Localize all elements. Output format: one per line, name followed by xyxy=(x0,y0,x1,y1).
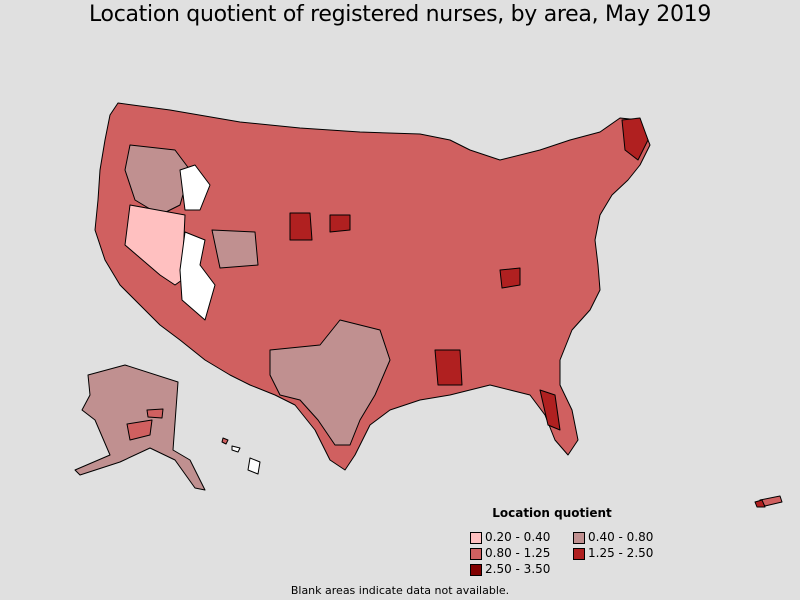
legend-label: 0.20 - 0.40 xyxy=(485,530,551,544)
region-nebraska-high xyxy=(329,214,351,233)
region-alaska-anchorage xyxy=(126,419,153,441)
region-kentucky-high xyxy=(499,267,521,289)
region-hawaii-oahu xyxy=(221,437,229,445)
legend-label: 0.80 - 1.25 xyxy=(485,546,551,560)
legend-label: 1.25 - 2.50 xyxy=(588,546,654,560)
legend-item-bin2: 0.40 - 0.80 xyxy=(573,530,673,545)
region-colorado-low xyxy=(211,229,259,269)
region-mississippi-high xyxy=(434,349,463,386)
legend-label: 2.50 - 3.50 xyxy=(485,562,551,576)
legend-label: 0.40 - 0.80 xyxy=(588,530,654,544)
region-florida-high xyxy=(539,389,561,431)
legend: Location quotient 0.20 - 0.40 0.40 - 0.8… xyxy=(470,506,670,577)
footnote: Blank areas indicate data not available. xyxy=(290,584,510,597)
region-hawaii-small xyxy=(231,445,241,453)
legend-title: Location quotient xyxy=(492,506,612,520)
region-wyoming-high xyxy=(289,212,313,241)
region-utah-nodata xyxy=(179,231,216,321)
region-texas xyxy=(269,319,391,446)
legend-item-bin4: 1.25 - 2.50 xyxy=(573,546,673,561)
swatch-0-40-0-80 xyxy=(573,531,585,544)
legend-item-bin5: 2.50 - 3.50 xyxy=(470,562,573,577)
legend-item-bin3: 0.80 - 1.25 xyxy=(470,546,573,561)
swatch-1-25-2-50 xyxy=(573,547,585,560)
swatch-0-80-1-25 xyxy=(470,547,482,560)
chart-title: Location quotient of registered nurses, … xyxy=(88,2,712,27)
swatch-2-50-3-50 xyxy=(470,563,482,576)
region-idaho-nodata xyxy=(179,164,211,211)
region-puerto-rico-high xyxy=(754,499,766,508)
region-maine-high xyxy=(621,117,649,161)
swatch-0-20-0-40 xyxy=(470,531,482,544)
region-nw-low xyxy=(124,144,191,216)
region-nevada xyxy=(124,204,186,286)
continental-us xyxy=(94,102,651,471)
region-hawaii xyxy=(247,457,261,475)
legend-item-bin1: 0.20 - 0.40 xyxy=(470,530,573,545)
region-alaska-fairbanks xyxy=(146,408,164,419)
